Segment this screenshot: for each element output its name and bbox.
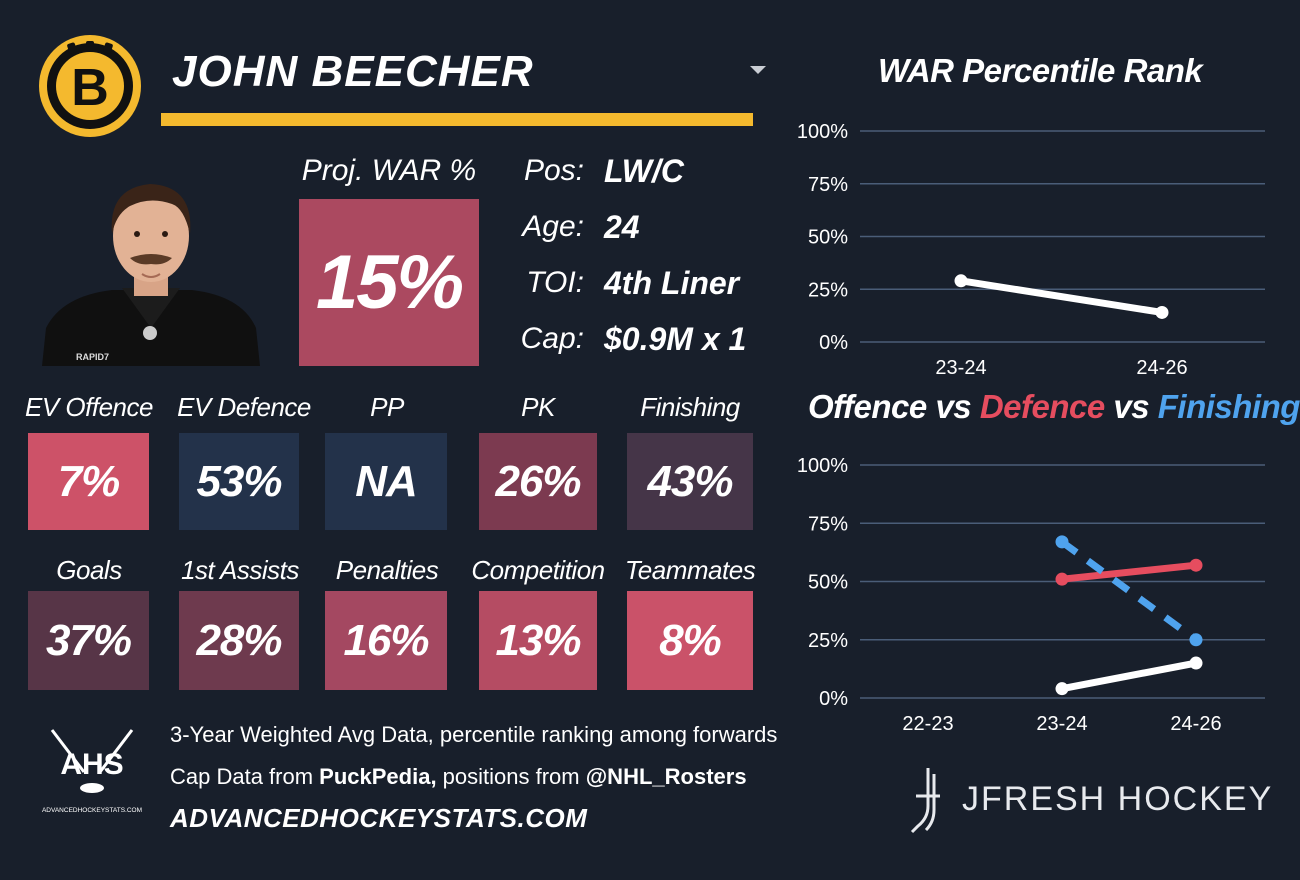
ev-defence-value: 53% [196, 456, 282, 506]
offence-defence-finishing-chart: 100% 75% 50% 25% 0% 22-23 23-24 24-26 [797, 455, 1265, 735]
first-assists-value: 28% [196, 615, 282, 665]
proj-war-label: Proj. WAR % [301, 154, 477, 187]
pk-box: 26% [479, 433, 597, 530]
war-chart-war-line [957, 277, 1166, 316]
war-chart-war-point [1155, 305, 1169, 319]
ev-offence-box: 7% [28, 433, 149, 530]
goals-box: 37% [28, 591, 149, 690]
finishing-label: Finishing [640, 392, 740, 422]
name-underline [161, 113, 753, 126]
ahs-logo: AHS ADVANCEDHOCKEYSTATS.COM [42, 729, 142, 814]
war-chart-ytick-label: 100% [797, 121, 848, 143]
ovd-chart-offence-line [1058, 659, 1200, 693]
title-vs-1: vs [926, 388, 980, 425]
site-link[interactable]: ADVANCEDHOCKEYSTATS.COM [170, 803, 588, 833]
war-chart-ytick-label: 0% [819, 332, 848, 354]
war-chart-ytick-label: 25% [808, 279, 848, 301]
player-dropdown-caret[interactable] [750, 66, 766, 74]
teammates-box: 8% [627, 591, 753, 690]
ahs-logo-site: ADVANCEDHOCKEYSTATS.COM [42, 807, 142, 814]
pos-label: Pos: [523, 154, 584, 187]
cap-label: Cap: [520, 322, 584, 355]
ovd-chart-xtick-label: 22-23 [902, 713, 953, 735]
pos-value: LW/C [604, 153, 684, 189]
title-vs-2: vs [1104, 388, 1158, 425]
nhl-rosters-link[interactable]: @NHL_Rosters [585, 764, 747, 789]
ovd-chart-title: Offence vs Defence vs Finishing [808, 388, 1300, 426]
penalties-value: 16% [343, 615, 429, 665]
ovd-chart-finishing-point [1189, 633, 1203, 647]
ovd-chart-defence-point [1055, 572, 1069, 586]
svg-text:RAPID7: RAPID7 [76, 352, 109, 362]
competition-value: 13% [495, 615, 581, 665]
finishing-box: 43% [627, 433, 753, 530]
age-label: Age: [522, 210, 584, 243]
pp-label: PP [370, 392, 404, 422]
competition-label: Competition [471, 555, 605, 585]
ev-defence-box: 53% [179, 433, 299, 530]
teammates-value: 8% [659, 615, 722, 665]
ovd-chart-ytick-label: 25% [808, 630, 848, 652]
war-chart-xtick-label: 23-24 [935, 357, 986, 379]
pp-value: NA [355, 456, 418, 506]
title-offence: Offence [808, 388, 927, 425]
proj-war-value: 15% [315, 240, 464, 325]
ovd-chart-offence-point [1189, 656, 1203, 670]
goals-label: Goals [56, 555, 122, 585]
penalties-box: 16% [325, 591, 447, 690]
logo-letter: B [71, 59, 109, 117]
ev-defence-label: EV Defence [177, 392, 311, 422]
toi-value: 4th Liner [604, 265, 740, 301]
war-chart-ytick-label: 75% [808, 174, 848, 196]
footer-sources: Cap Data from PuckPedia, positions from … [170, 764, 747, 790]
first-assists-box: 28% [179, 591, 299, 690]
ahs-logo-text: AHS [60, 748, 123, 781]
footer-sources-prefix: Cap Data from [170, 764, 320, 789]
teammates-label: Teammates [624, 555, 756, 585]
puckpedia-link[interactable]: PuckPedia, [319, 764, 437, 789]
cap-value: $0.9M x 1 [604, 321, 747, 357]
ovd-chart-offence-point [1055, 682, 1069, 696]
goals-value: 37% [45, 615, 132, 665]
ovd-chart-ytick-label: 100% [797, 455, 848, 477]
ovd-chart-defence-line [1058, 561, 1200, 583]
footer-sources-middle: positions from [436, 764, 586, 789]
first-assists-label: 1st Assists [181, 555, 299, 585]
player-photo: RAPID7 [42, 184, 260, 366]
ovd-chart-ytick-label: 50% [808, 572, 848, 594]
penalties-label: Penalties [335, 555, 439, 585]
ovd-chart-ytick-label: 0% [819, 688, 848, 710]
player-name: JOHN BEECHER [172, 47, 534, 96]
jfresh-logo-icon [910, 768, 940, 834]
title-finishing: Finishing [1157, 388, 1300, 425]
ovd-chart-xtick-label: 24-26 [1170, 713, 1221, 735]
ovd-chart-finishing-point [1055, 535, 1069, 549]
ovd-chart-xtick-label: 23-24 [1036, 713, 1087, 735]
footer-note: 3-Year Weighted Avg Data, percentile ran… [170, 722, 778, 747]
pk-label: PK [521, 392, 555, 422]
brand-name: JFRESH HOCKEY [962, 780, 1274, 818]
finishing-value: 43% [647, 456, 733, 506]
age-value: 24 [604, 209, 640, 245]
ovd-chart-finishing-line [1059, 539, 1199, 643]
war-chart-title: WAR Percentile Rank [878, 52, 1203, 89]
war-chart-ytick-label: 50% [808, 227, 848, 249]
ev-offence-label: EV Offence [25, 392, 153, 422]
proj-war-box: 15% [299, 199, 479, 366]
title-defence: Defence [979, 388, 1105, 425]
toi-label: TOI: [526, 266, 584, 299]
war-chart-xtick-label: 24-26 [1136, 357, 1187, 379]
pk-value: 26% [495, 456, 581, 506]
competition-box: 13% [479, 591, 597, 690]
ovd-chart-defence-point [1189, 558, 1203, 572]
bruins-logo: B [39, 35, 141, 137]
war-chart-war-point [954, 274, 968, 288]
war-percentile-chart: 100% 75% 50% 25% 0% 23-24 24-26 [797, 121, 1265, 379]
ovd-chart-ytick-label: 75% [808, 513, 848, 535]
ev-offence-value: 7% [57, 456, 121, 506]
pp-box: NA [325, 433, 447, 530]
